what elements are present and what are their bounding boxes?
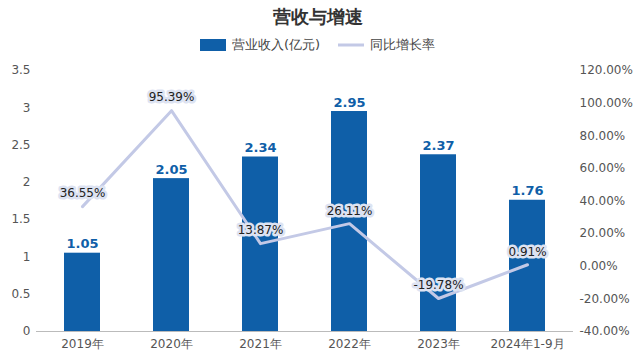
svg-text:2.37: 2.37 bbox=[422, 138, 454, 153]
svg-text:2024年1-9月: 2024年1-9月 bbox=[490, 337, 564, 351]
svg-text:1.05: 1.05 bbox=[66, 236, 98, 251]
svg-text:1.5: 1.5 bbox=[11, 212, 30, 226]
svg-text:80.00%: 80.00% bbox=[580, 129, 626, 143]
svg-text:36.55%: 36.55% bbox=[60, 186, 106, 200]
svg-text:0.91%: 0.91% bbox=[508, 245, 546, 259]
svg-text:0.5: 0.5 bbox=[11, 287, 30, 301]
svg-text:2.05: 2.05 bbox=[155, 162, 187, 177]
svg-text:0.00%: 0.00% bbox=[580, 259, 618, 273]
svg-text:2019年: 2019年 bbox=[61, 337, 104, 351]
svg-text:2023年: 2023年 bbox=[417, 337, 460, 351]
svg-text:3: 3 bbox=[23, 101, 31, 115]
svg-text:1: 1 bbox=[23, 250, 31, 264]
svg-text:0: 0 bbox=[23, 324, 31, 338]
html-text:营收与增速: 营收与增速 bbox=[272, 6, 363, 27]
svg-text:2022年: 2022年 bbox=[328, 337, 371, 351]
svg-text:120.00%: 120.00% bbox=[580, 63, 633, 77]
svg-text:2.95: 2.95 bbox=[333, 95, 365, 110]
html-text:同比增长率: 同比增长率 bbox=[370, 37, 436, 52]
svg-text:13.87%: 13.87% bbox=[238, 223, 284, 237]
svg-text:3.5: 3.5 bbox=[11, 63, 30, 77]
svg-text:2020年: 2020年 bbox=[150, 337, 193, 351]
svg-text:-19.78%: -19.78% bbox=[413, 278, 463, 292]
svg-text:2: 2 bbox=[23, 175, 31, 189]
svg-text:-40.00%: -40.00% bbox=[580, 324, 630, 338]
svg-text:40.00%: 40.00% bbox=[580, 194, 626, 208]
svg-text:2021年: 2021年 bbox=[239, 337, 282, 351]
svg-text:2.34: 2.34 bbox=[244, 140, 276, 155]
svg-text:100.00%: 100.00% bbox=[580, 96, 633, 110]
svg-text:-20.00%: -20.00% bbox=[580, 292, 630, 306]
svg-text:60.00%: 60.00% bbox=[580, 161, 626, 175]
svg-text:95.39%: 95.39% bbox=[149, 90, 195, 104]
svg-text:26.11%: 26.11% bbox=[327, 203, 373, 217]
svg-text:20.00%: 20.00% bbox=[580, 226, 626, 240]
svg-text:1.76: 1.76 bbox=[511, 183, 543, 198]
html-text:营业收入(亿元): 营业收入(亿元) bbox=[231, 37, 321, 52]
svg-text:2.5: 2.5 bbox=[11, 138, 30, 152]
